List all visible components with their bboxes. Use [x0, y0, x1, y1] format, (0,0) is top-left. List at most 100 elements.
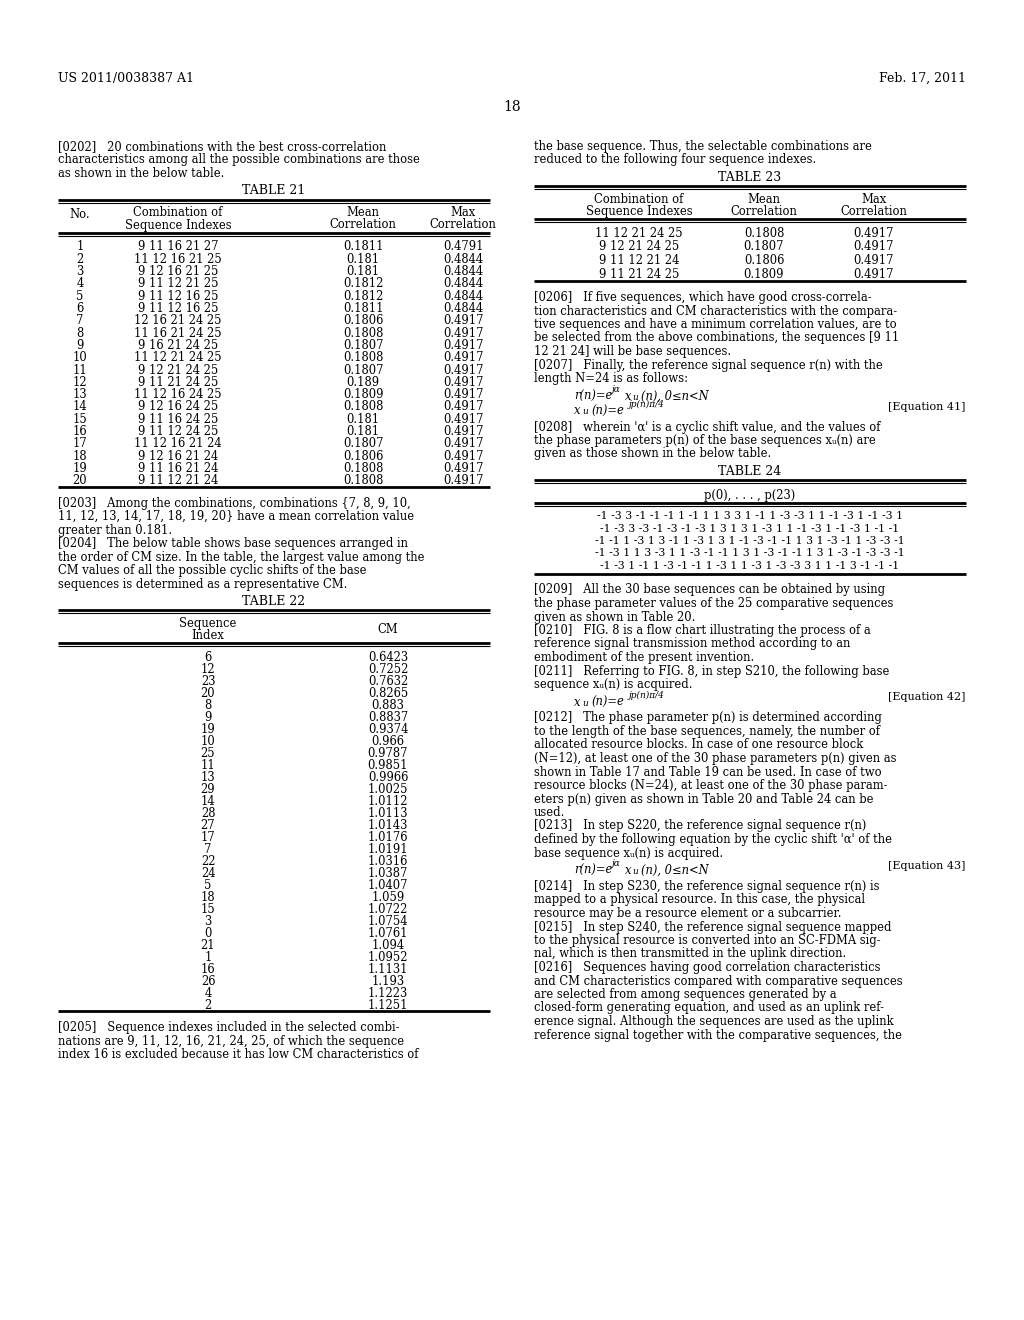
- Text: 0.181: 0.181: [346, 265, 380, 279]
- Text: 29: 29: [201, 783, 215, 796]
- Text: jα: jα: [612, 859, 621, 869]
- Text: 0.4844: 0.4844: [443, 289, 483, 302]
- Text: -1 -1 1 -3 1 3 -1 1 -3 1 3 1 -1 -3 -1 -1 1 3 1 -3 -1 1 -3 -3 -1: -1 -1 1 -3 1 3 -1 1 -3 1 3 1 -1 -3 -1 -1…: [595, 536, 905, 546]
- Text: 24: 24: [201, 867, 215, 880]
- Text: the base sequence. Thus, the selectable combinations are: the base sequence. Thus, the selectable …: [534, 140, 871, 153]
- Text: 11 12 21 24 25: 11 12 21 24 25: [134, 351, 222, 364]
- Text: 14: 14: [73, 400, 87, 413]
- Text: 4: 4: [77, 277, 84, 290]
- Text: 0.4917: 0.4917: [442, 462, 483, 475]
- Text: 0.4917: 0.4917: [442, 474, 483, 487]
- Text: 0.1811: 0.1811: [343, 240, 383, 253]
- Text: (N=12), at least one of the 30 phase parameters p(n) given as: (N=12), at least one of the 30 phase par…: [534, 752, 896, 766]
- Text: mapped to a physical resource. In this case, the physical: mapped to a physical resource. In this c…: [534, 894, 865, 907]
- Text: 10: 10: [73, 351, 87, 364]
- Text: 11: 11: [73, 363, 87, 376]
- Text: 9: 9: [77, 339, 84, 352]
- Text: 8: 8: [77, 326, 84, 339]
- Text: Mean: Mean: [748, 193, 780, 206]
- Text: 0.4791: 0.4791: [442, 240, 483, 253]
- Text: x: x: [574, 404, 581, 417]
- Text: [0208]   wherein 'α' is a cyclic shift value, and the values of: [0208] wherein 'α' is a cyclic shift val…: [534, 421, 881, 433]
- Text: 2: 2: [77, 253, 84, 265]
- Text: 9 11 12 21 24: 9 11 12 21 24: [599, 253, 679, 267]
- Text: [Equation 43]: [Equation 43]: [889, 861, 966, 871]
- Text: 1.193: 1.193: [372, 975, 404, 987]
- Text: 0.1808: 0.1808: [343, 474, 383, 487]
- Text: nal, which is then transmitted in the uplink direction.: nal, which is then transmitted in the up…: [534, 948, 846, 961]
- Text: TABLE 21: TABLE 21: [243, 185, 305, 198]
- Text: [0210]   FIG. 8 is a flow chart illustrating the process of a: [0210] FIG. 8 is a flow chart illustrati…: [534, 624, 870, 638]
- Text: r(n)=e: r(n)=e: [574, 389, 612, 403]
- Text: 11 12 16 24 25: 11 12 16 24 25: [134, 388, 222, 401]
- Text: 0.4844: 0.4844: [443, 265, 483, 279]
- Text: x: x: [625, 865, 632, 876]
- Text: as shown in the below table.: as shown in the below table.: [58, 168, 224, 180]
- Text: 9 11 12 24 25: 9 11 12 24 25: [138, 425, 218, 438]
- Text: 1.0025: 1.0025: [368, 783, 409, 796]
- Text: [0203]   Among the combinations, combinations {7, 8, 9, 10,: [0203] Among the combinations, combinati…: [58, 496, 411, 510]
- Text: 28: 28: [201, 807, 215, 820]
- Text: 12 16 21 24 25: 12 16 21 24 25: [134, 314, 222, 327]
- Text: TABLE 22: TABLE 22: [243, 595, 305, 609]
- Text: TABLE 23: TABLE 23: [719, 172, 781, 183]
- Text: 0.7632: 0.7632: [368, 675, 409, 688]
- Text: p(0), . . . , p(23): p(0), . . . , p(23): [705, 488, 796, 502]
- Text: 19: 19: [201, 723, 215, 737]
- Text: 9 11 16 21 27: 9 11 16 21 27: [138, 240, 218, 253]
- Text: and CM characteristics compared with comparative sequences: and CM characteristics compared with com…: [534, 974, 902, 987]
- Text: resource blocks (N=24), at least one of the 30 phase param-: resource blocks (N=24), at least one of …: [534, 779, 888, 792]
- Text: 19: 19: [73, 462, 87, 475]
- Text: r(n)=e: r(n)=e: [574, 865, 612, 876]
- Text: x: x: [574, 696, 581, 709]
- Text: 0.4917: 0.4917: [442, 388, 483, 401]
- Text: 1.0316: 1.0316: [368, 855, 409, 869]
- Text: 0.1808: 0.1808: [343, 400, 383, 413]
- Text: 0.1806: 0.1806: [743, 253, 784, 267]
- Text: 18: 18: [503, 100, 521, 114]
- Text: 3: 3: [205, 915, 212, 928]
- Text: 9 11 16 24 25: 9 11 16 24 25: [138, 413, 218, 426]
- Text: [0215]   In step S240, the reference signal sequence mapped: [0215] In step S240, the reference signa…: [534, 920, 892, 933]
- Text: 0.9374: 0.9374: [368, 723, 409, 737]
- Text: -1 -3 3 -1 -1 -1 1 -1 1 1 3 3 1 -1 1 -3 -3 1 1 -1 -3 1 -1 -3 1: -1 -3 3 -1 -1 -1 1 -1 1 1 3 3 1 -1 1 -3 …: [597, 511, 903, 521]
- Text: 1.0113: 1.0113: [368, 807, 409, 820]
- Text: 4: 4: [205, 987, 212, 1001]
- Text: CM: CM: [378, 623, 398, 636]
- Text: TABLE 24: TABLE 24: [719, 465, 781, 478]
- Text: 13: 13: [73, 388, 87, 401]
- Text: 12: 12: [201, 663, 215, 676]
- Text: 0.181: 0.181: [346, 413, 380, 426]
- Text: 23: 23: [201, 675, 215, 688]
- Text: Correlation: Correlation: [429, 219, 497, 231]
- Text: 0.4917: 0.4917: [854, 240, 894, 253]
- Text: 9 11 12 21 25: 9 11 12 21 25: [138, 277, 218, 290]
- Text: 1: 1: [205, 950, 212, 964]
- Text: [0202]   20 combinations with the best cross-correlation: [0202] 20 combinations with the best cro…: [58, 140, 386, 153]
- Text: used.: used.: [534, 807, 565, 818]
- Text: 12: 12: [73, 376, 87, 389]
- Text: 1.0191: 1.0191: [368, 843, 409, 855]
- Text: to the length of the base sequences, namely, the number of: to the length of the base sequences, nam…: [534, 725, 880, 738]
- Text: 11: 11: [201, 759, 215, 772]
- Text: 0.1808: 0.1808: [743, 227, 784, 240]
- Text: u: u: [632, 867, 638, 876]
- Text: 12 21 24] will be base sequences.: 12 21 24] will be base sequences.: [534, 345, 731, 358]
- Text: 3: 3: [77, 265, 84, 279]
- Text: the phase parameters p(n) of the base sequences xᵤ(n) are: the phase parameters p(n) of the base se…: [534, 434, 876, 447]
- Text: (n)=e: (n)=e: [591, 404, 624, 417]
- Text: 6: 6: [205, 651, 212, 664]
- Text: 18: 18: [73, 450, 87, 462]
- Text: 0.4844: 0.4844: [443, 277, 483, 290]
- Text: Correlation: Correlation: [841, 205, 907, 218]
- Text: 0.4917: 0.4917: [442, 437, 483, 450]
- Text: 1.0387: 1.0387: [368, 867, 409, 880]
- Text: 0.4917: 0.4917: [442, 339, 483, 352]
- Text: US 2011/0038387 A1: US 2011/0038387 A1: [58, 73, 194, 84]
- Text: [0214]   In step S230, the reference signal sequence r(n) is: [0214] In step S230, the reference signa…: [534, 880, 880, 894]
- Text: base sequence xᵤ(n) is acquired.: base sequence xᵤ(n) is acquired.: [534, 846, 723, 859]
- Text: u: u: [582, 698, 588, 708]
- Text: No.: No.: [70, 209, 90, 222]
- Text: the phase parameter values of the 25 comparative sequences: the phase parameter values of the 25 com…: [534, 597, 893, 610]
- Text: be selected from the above combinations, the sequences [9 11: be selected from the above combinations,…: [534, 331, 899, 345]
